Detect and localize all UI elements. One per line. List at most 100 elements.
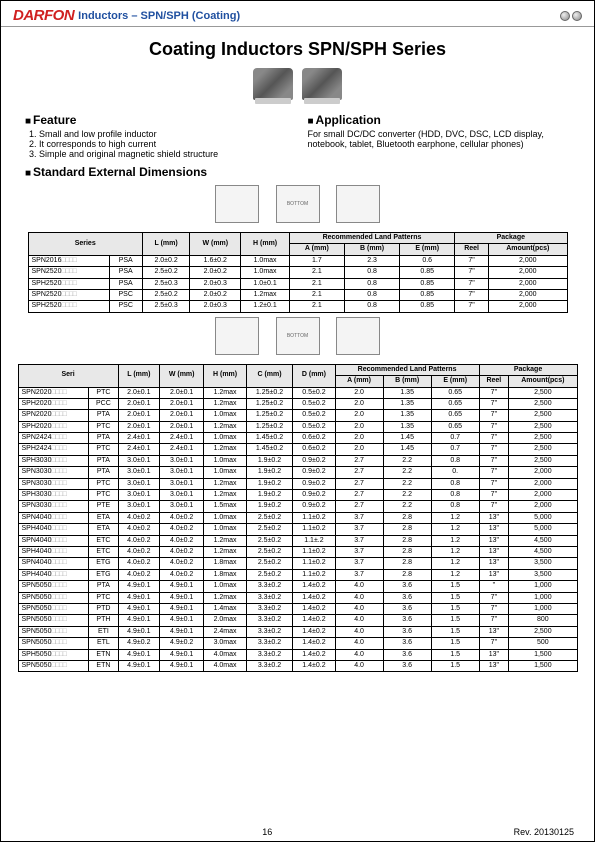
main-title: Coating Inductors SPN/SPH Series bbox=[1, 39, 594, 60]
cell-d: 1.4±0.2 bbox=[293, 660, 335, 671]
table-row: SPN3030□□□□PTA3.0±0.13.0±0.11.0max1.9±0.… bbox=[18, 467, 577, 478]
cell-w: 3.0±0.1 bbox=[159, 501, 203, 512]
cell-amount: 2,000 bbox=[509, 501, 577, 512]
th-pkg: Package bbox=[479, 364, 577, 375]
cell-series: SPN4040□□□□ bbox=[18, 512, 89, 523]
th-rlp: Recommended Land Patterns bbox=[335, 364, 479, 375]
cell-w: 4.9±0.1 bbox=[159, 581, 203, 592]
cell-amount: 500 bbox=[509, 638, 577, 649]
cell-suffix: ETI bbox=[89, 626, 119, 637]
cell-b: 2.2 bbox=[383, 501, 431, 512]
cell-e: 1.5 bbox=[431, 638, 479, 649]
cell-suffix: ETN bbox=[89, 649, 119, 660]
table-row: SPH3030□□□□PTA3.0±0.13.0±0.11.0max1.9±0.… bbox=[18, 455, 577, 466]
cell-c: 1.9±0.2 bbox=[246, 501, 293, 512]
cell-series: SPH2520□□□□ bbox=[28, 301, 109, 312]
cell-e: 0.85 bbox=[400, 267, 455, 278]
cell-suffix: PTA bbox=[89, 410, 119, 421]
cell-e: 0.7 bbox=[431, 433, 479, 444]
cell-d: 1.1±0.2 bbox=[293, 524, 335, 535]
cell-series: SPN2020□□□□ bbox=[18, 387, 89, 398]
feature-application-row: Feature 1. Small and low profile inducto… bbox=[1, 113, 594, 159]
cell-suffix: ETA bbox=[89, 512, 119, 523]
cell-a: 2.0 bbox=[335, 398, 383, 409]
cell-w: 3.0±0.1 bbox=[159, 467, 203, 478]
cell-w: 4.9±0.1 bbox=[159, 626, 203, 637]
cell-series: SPH4040□□□□ bbox=[18, 569, 89, 580]
cell-l: 2.5±0.2 bbox=[142, 289, 189, 300]
cell-d: 1.1±0.2 bbox=[293, 546, 335, 557]
table-row: SPH5050□□□□ETN4.9±0.14.9±0.14.0max3.3±0.… bbox=[18, 649, 577, 660]
cell-suffix: PTH bbox=[89, 615, 119, 626]
cell-h: 1.0max bbox=[204, 410, 246, 421]
cell-w: 4.0±0.2 bbox=[159, 535, 203, 546]
cell-series: SPN3030□□□□ bbox=[18, 467, 89, 478]
cell-l: 2.0±0.1 bbox=[118, 387, 159, 398]
cell-b: 0.8 bbox=[344, 289, 399, 300]
cell-b: 2.8 bbox=[383, 524, 431, 535]
th-reel: Reel bbox=[455, 244, 489, 255]
feature-item: 3. Simple and original magnetic shield s… bbox=[29, 149, 288, 159]
cell-d: 1.4±0.2 bbox=[293, 603, 335, 614]
cell-reel: 7" bbox=[479, 478, 509, 489]
cell-a: 4.0 bbox=[335, 615, 383, 626]
cell-series: SPH2424□□□□ bbox=[18, 444, 89, 455]
table-row: SPN2520□□□□PSC2.5±0.22.0±0.21.2max2.10.8… bbox=[28, 289, 567, 300]
cell-amount: 2,500 bbox=[509, 387, 577, 398]
th-seri: Seri bbox=[18, 364, 118, 387]
table-row: SPN2520□□□□PSA2.5±0.22.0±0.21.0max2.10.8… bbox=[28, 267, 567, 278]
cell-l: 4.9±0.1 bbox=[118, 592, 159, 603]
cell-l: 3.0±0.1 bbox=[118, 501, 159, 512]
cell-h: 1.0max bbox=[241, 267, 290, 278]
diagram-land-icon bbox=[336, 317, 380, 355]
feature-col: Feature 1. Small and low profile inducto… bbox=[25, 113, 288, 159]
cell-l: 4.9±0.1 bbox=[118, 649, 159, 660]
cell-suffix: PSA bbox=[109, 255, 142, 266]
feature-item: 1. Small and low profile inductor bbox=[29, 129, 288, 139]
cell-d: 1.1±0.2 bbox=[293, 569, 335, 580]
cell-series: SPN2520□□□□ bbox=[28, 289, 109, 300]
logo: DARFON bbox=[13, 7, 74, 24]
th-d: D (mm) bbox=[293, 364, 335, 387]
cell-amount: 2,500 bbox=[509, 444, 577, 455]
table-row: SPH2520□□□□PSC2.5±0.32.0±0.31.2±0.12.10.… bbox=[28, 301, 567, 312]
th-c: C (mm) bbox=[246, 364, 293, 387]
cell-suffix: PTC bbox=[89, 387, 119, 398]
cell-amount: 3,500 bbox=[509, 558, 577, 569]
cell-series: SPH2020□□□□ bbox=[18, 421, 89, 432]
cell-w: 2.0±0.1 bbox=[159, 398, 203, 409]
table-row: SPN4040□□□□ETG4.0±0.24.0±0.21.8max2.5±0.… bbox=[18, 558, 577, 569]
cell-e: 1.2 bbox=[431, 558, 479, 569]
cell-b: 1.35 bbox=[383, 421, 431, 432]
th-amount: Amount(pcs) bbox=[489, 244, 567, 255]
cell-amount: 2,000 bbox=[489, 278, 567, 289]
cell-l: 4.0±0.2 bbox=[118, 546, 159, 557]
cell-e: 0.65 bbox=[431, 387, 479, 398]
cell-series: SPH2020□□□□ bbox=[18, 398, 89, 409]
cell-b: 0.8 bbox=[344, 278, 399, 289]
cell-series: SPN5050□□□□ bbox=[18, 592, 89, 603]
cell-amount: 2,500 bbox=[509, 433, 577, 444]
cell-l: 3.0±0.1 bbox=[118, 455, 159, 466]
cell-h: 1.2max bbox=[204, 490, 246, 501]
cell-l: 2.5±0.2 bbox=[142, 267, 189, 278]
cell-w: 2.0±0.1 bbox=[159, 410, 203, 421]
inductor-photo-icon bbox=[302, 68, 342, 100]
cell-series: SPN5050□□□□ bbox=[18, 581, 89, 592]
cell-a: 2.0 bbox=[335, 433, 383, 444]
cell-amount: 2,500 bbox=[509, 455, 577, 466]
table-row: SPH4040□□□□ETA4.0±0.24.0±0.21.0max2.5±0.… bbox=[18, 524, 577, 535]
cell-h: 1.2max bbox=[204, 535, 246, 546]
cell-b: 0.8 bbox=[344, 267, 399, 278]
cell-reel: 7" bbox=[455, 289, 489, 300]
cell-suffix: ETC bbox=[89, 535, 119, 546]
cell-reel: 13" bbox=[479, 558, 509, 569]
cell-amount: 2,000 bbox=[509, 478, 577, 489]
cell-e: 1.5 bbox=[431, 649, 479, 660]
diagram-top-icon bbox=[215, 185, 259, 223]
cell-l: 4.0±0.2 bbox=[118, 512, 159, 523]
cell-l: 4.9±0.1 bbox=[118, 615, 159, 626]
cell-h: 1.2max bbox=[204, 546, 246, 557]
cell-a: 2.7 bbox=[335, 455, 383, 466]
cell-c: 2.5±0.2 bbox=[246, 569, 293, 580]
